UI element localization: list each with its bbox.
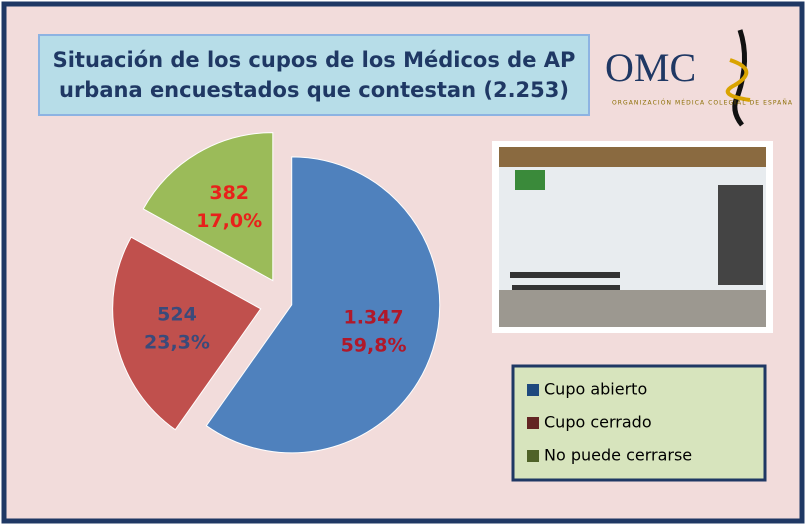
photo-roof <box>499 147 766 167</box>
photo-ground <box>499 290 766 327</box>
percentage-label: 17,0% <box>196 210 262 232</box>
legend-marker <box>527 417 539 429</box>
value-label: 524 <box>157 303 197 325</box>
percentage-label: 23,3% <box>144 331 210 353</box>
photo-door <box>718 185 763 285</box>
legend-marker <box>527 450 539 462</box>
photo-bench <box>510 272 620 278</box>
value-label: 382 <box>209 182 249 204</box>
logo-caption: ORGANIZACIÓN MÉDICA COLEGIAL DE ESPAÑA <box>612 99 793 107</box>
logo-text: OMC <box>605 45 696 90</box>
legend-marker <box>527 384 539 396</box>
chart-title: Situación de los cupos de los Médicos de… <box>38 34 590 116</box>
slide: OMC ORGANIZACIÓN MÉDICA COLEGIAL DE ESPA… <box>0 0 806 525</box>
percentage-label: 59,8% <box>341 334 407 356</box>
photo-bench-seat <box>512 285 620 290</box>
legend-label: No puede cerrarse <box>544 446 692 465</box>
legend-label: Cupo abierto <box>544 380 647 399</box>
photo-sign <box>515 170 545 190</box>
legend-label: Cupo cerrado <box>544 413 652 432</box>
photo <box>492 141 773 333</box>
value-label: 1.347 <box>343 306 403 328</box>
